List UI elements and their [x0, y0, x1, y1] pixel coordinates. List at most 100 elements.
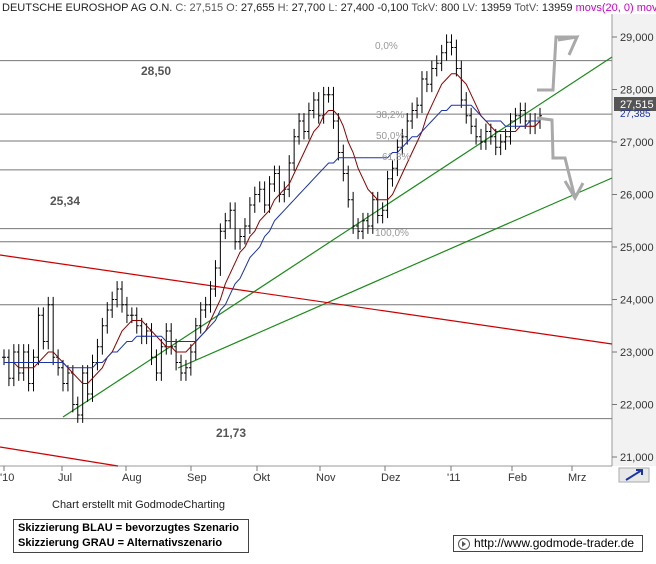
price-bar	[301, 113, 306, 140]
x-tick-label: Mrz	[568, 472, 586, 484]
price-bar	[110, 291, 115, 318]
instrument-title: DEUTSCHE EUROSHOP AG O.N.	[2, 2, 172, 14]
price-bar	[267, 176, 272, 213]
y-tick-label: 27,000	[620, 137, 654, 149]
price-bar	[262, 181, 267, 213]
y-tick-label: 22,000	[620, 400, 654, 412]
price-bar	[518, 102, 523, 124]
price-bar	[419, 71, 424, 114]
level-annotation: 25,34	[50, 194, 80, 208]
price-bar	[100, 317, 105, 355]
price-bar	[351, 191, 356, 234]
fibonacci-label: 0,0%	[375, 41, 398, 52]
current-price-box	[614, 97, 656, 111]
price-bar	[272, 165, 277, 192]
website-url: http://www.godmode-trader.de	[474, 536, 635, 550]
y-tick-label: 25,000	[620, 242, 654, 254]
price-bar	[105, 302, 110, 334]
price-bar	[11, 344, 16, 387]
price-bar	[464, 92, 469, 124]
y-tick-label: 23,000	[620, 347, 654, 359]
trendline-green-upper	[62, 56, 613, 418]
price-bar	[169, 323, 174, 355]
price-bar	[46, 296, 51, 350]
price-bar	[287, 155, 292, 198]
x-tick-label: '10	[0, 472, 14, 484]
fibonacci-label: 100,0%	[375, 228, 409, 239]
price-bar	[124, 296, 129, 324]
y-tick-label: 24,000	[620, 295, 654, 307]
moving-average-blue	[4, 104, 540, 369]
price-bar	[360, 212, 365, 240]
price-bar	[469, 107, 474, 135]
x-tick-label: Nov	[316, 472, 336, 484]
scenario-down-arrowhead	[563, 180, 585, 202]
x-tick-label: Dez	[381, 472, 401, 484]
svg-text:DEUTSCHE EUROSHOP AG O.N. C: 2: DEUTSCHE EUROSHOP AG O.N. C: 27,515 O: 2…	[2, 2, 656, 14]
price-bar	[390, 160, 395, 187]
price-bar	[218, 223, 223, 276]
price-bar	[424, 71, 429, 93]
price-bar	[75, 396, 80, 423]
trendline-green-lower	[177, 177, 613, 369]
current-ma-label: 27,385	[620, 109, 651, 120]
price-bar	[198, 302, 203, 334]
x-tick-label: '11	[447, 472, 461, 484]
change-value: -0,100	[377, 2, 408, 14]
price-bar	[257, 181, 262, 203]
level-annotation: 28,50	[141, 64, 171, 78]
price-bar	[252, 186, 257, 213]
price-bar	[228, 202, 233, 229]
price-bar	[395, 139, 400, 177]
mov-indicator-2: movs(5	[637, 2, 656, 14]
scenario-legend: Skizzierung BLAU = bevorzugtes Szenario …	[13, 519, 249, 553]
price-bar	[316, 92, 321, 124]
price-bar	[115, 281, 120, 308]
price-bar	[292, 128, 297, 171]
x-tick-label: Jul	[58, 472, 72, 484]
price-bar	[365, 212, 370, 234]
price-bar	[380, 202, 385, 224]
x-tick-label: Aug	[122, 472, 142, 484]
price-bar	[6, 349, 11, 387]
trendline-red-upper	[0, 254, 613, 345]
price-bar	[410, 102, 415, 129]
website-link[interactable]: http://www.godmode-trader.de	[453, 535, 643, 552]
price-bar	[459, 60, 464, 108]
totv-value: 13959	[542, 2, 573, 14]
fibonacci-label: 38,2%	[376, 110, 404, 121]
price-bar	[31, 349, 36, 392]
arrow-up-right-icon	[625, 469, 643, 481]
price-bar	[478, 128, 483, 150]
fibonacci-label: 61,8%	[382, 152, 410, 163]
moving-average-red	[4, 73, 541, 384]
price-bar	[154, 349, 159, 381]
y-tick-label: 28,000	[620, 85, 654, 97]
close-value: 27,515	[189, 2, 223, 14]
price-bar	[415, 97, 420, 119]
scenario-up-arrowhead	[557, 35, 580, 56]
price-bar	[174, 338, 179, 371]
price-bar	[341, 144, 346, 182]
price-bar	[346, 165, 351, 208]
price-bar	[375, 191, 380, 224]
fibonacci-label: 50,0%	[376, 131, 404, 142]
tickv-value: 800	[441, 2, 459, 14]
price-bar	[282, 181, 287, 203]
y-tick-label: 21,000	[620, 452, 654, 464]
scenario-down-path	[536, 116, 577, 199]
price-bar	[297, 113, 302, 145]
header-info: DEUTSCHE EUROSHOP AG O.N. C: 27,515 O: 2…	[2, 2, 656, 14]
price-bar	[120, 281, 125, 313]
price-bar	[233, 202, 238, 250]
price-bar	[449, 34, 454, 56]
price-bar	[503, 128, 508, 150]
price-bar	[183, 359, 188, 381]
price-bar	[36, 307, 41, 366]
price-bar	[439, 44, 444, 72]
price-bar	[179, 354, 184, 381]
price-bar	[385, 170, 390, 219]
price-bar	[356, 218, 361, 240]
x-tick-label: Okt	[253, 472, 270, 484]
